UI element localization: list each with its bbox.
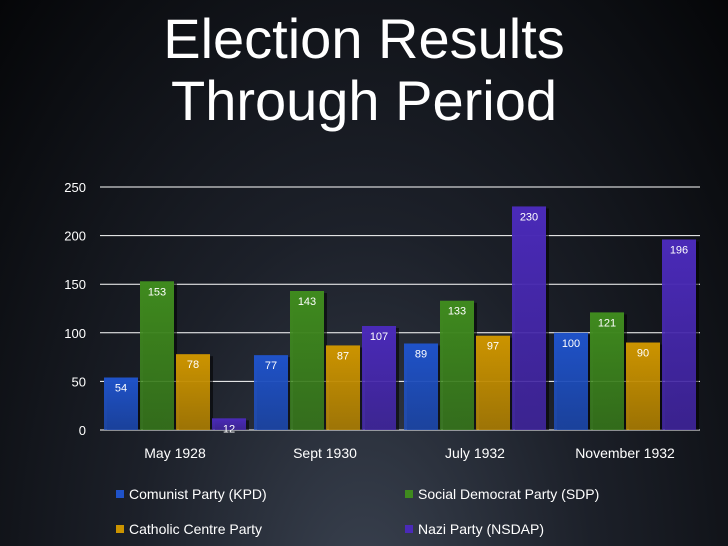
y-tick-100: 100 (64, 326, 86, 341)
data-label-catholic-centre-party-sept-1930: 87 (337, 350, 349, 362)
legend-label-sdp: Social Democrat Party (SDP) (418, 486, 600, 502)
legend-item-centre: Catholic Centre Party (116, 521, 262, 537)
bar-social-democrat-party-sdp-may-1928 (140, 281, 174, 430)
x-axis-categories: May 1928 Sept 1930 July 1932 November 1932 (144, 445, 675, 461)
legend-item-kpd: Comunist Party (KPD) (116, 486, 267, 502)
x-category-november-1932: November 1932 (575, 445, 675, 461)
bar-nazi-party-nsdap-november-1932 (662, 239, 696, 430)
data-label-social-democrat-party-sdp-july-1932: 133 (448, 306, 466, 318)
data-label-nazi-party-nsdap-may-1928: 12 (223, 423, 235, 435)
legend-swatch-centre (116, 525, 124, 533)
x-category-may-1928: May 1928 (144, 445, 206, 461)
legend-swatch-kpd (116, 490, 124, 498)
data-label-social-democrat-party-sdp-may-1928: 153 (148, 286, 166, 298)
legend-swatch-nsdap (405, 525, 413, 533)
bar-social-democrat-party-sdp-july-1932 (440, 300, 474, 430)
bar-comunist-party-kpd-july-1932 (404, 343, 438, 430)
y-axis-ticks: 0 50 100 150 200 250 (64, 180, 86, 438)
title-line-2: Through Period (170, 69, 557, 132)
y-tick-0: 0 (79, 423, 86, 438)
x-category-sept-1930: Sept 1930 (293, 445, 357, 461)
data-label-nazi-party-nsdap-sept-1930: 107 (370, 331, 388, 343)
data-label-comunist-party-kpd-november-1932: 100 (562, 338, 580, 350)
legend: Comunist Party (KPD) Social Democrat Par… (0, 476, 728, 546)
bar-comunist-party-kpd-sept-1930 (254, 355, 288, 430)
bars (104, 206, 699, 430)
data-label-nazi-party-nsdap-july-1932: 230 (520, 211, 538, 223)
data-label-comunist-party-kpd-sept-1930: 77 (265, 360, 277, 372)
chart-title: Election Results Through Period (0, 8, 728, 132)
data-label-catholic-centre-party-july-1932: 97 (487, 341, 499, 353)
data-label-comunist-party-kpd-july-1932: 89 (415, 348, 427, 360)
legend-item-sdp: Social Democrat Party (SDP) (405, 486, 599, 502)
x-category-july-1932: July 1932 (445, 445, 505, 461)
bar-catholic-centre-party-sept-1930 (326, 345, 360, 430)
bar-comunist-party-kpd-november-1932 (554, 332, 588, 430)
bar-social-democrat-party-sdp-november-1932 (590, 312, 624, 430)
bar-nazi-party-nsdap-sept-1930 (362, 325, 396, 430)
title-line-1: Election Results (163, 7, 565, 70)
y-tick-50: 50 (72, 374, 86, 389)
y-tick-250: 250 (64, 180, 86, 195)
bar-catholic-centre-party-july-1932 (476, 335, 510, 430)
data-label-catholic-centre-party-november-1932: 90 (637, 348, 649, 360)
y-tick-150: 150 (64, 277, 86, 292)
bar-social-democrat-party-sdp-sept-1930 (290, 291, 324, 430)
legend-label-centre: Catholic Centre Party (129, 521, 263, 537)
legend-item-nsdap: Nazi Party (NSDAP) (405, 521, 544, 537)
bar-catholic-centre-party-may-1928 (176, 354, 210, 430)
bar-nazi-party-nsdap-may-1928 (212, 418, 246, 430)
bar-nazi-party-nsdap-july-1932 (512, 206, 546, 430)
data-label-comunist-party-kpd-may-1928: 54 (115, 383, 127, 395)
data-labels: 54 153 78 12 77 143 87 107 89 133 97 230 100 121 90 196 (115, 211, 688, 435)
data-label-social-democrat-party-sdp-sept-1930: 143 (298, 296, 316, 308)
legend-label-kpd: Comunist Party (KPD) (129, 486, 267, 502)
bar-catholic-centre-party-november-1932 (626, 342, 660, 430)
data-label-social-democrat-party-sdp-november-1932: 121 (598, 317, 616, 329)
legend-label-nsdap: Nazi Party (NSDAP) (418, 521, 545, 537)
data-label-catholic-centre-party-may-1928: 78 (187, 359, 199, 371)
legend-swatch-sdp (405, 490, 413, 498)
y-tick-200: 200 (64, 229, 86, 244)
bar-comunist-party-kpd-may-1928 (104, 377, 138, 430)
data-label-nazi-party-nsdap-november-1932: 196 (670, 244, 688, 256)
